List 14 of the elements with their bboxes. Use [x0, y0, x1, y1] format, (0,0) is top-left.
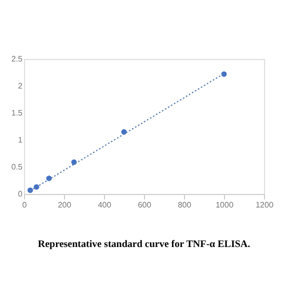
x-tick-label: 600	[138, 200, 152, 210]
y-tick-label: 2	[18, 82, 24, 90]
point	[28, 187, 33, 193]
y-tick-label: 1	[18, 136, 24, 144]
x-tick-label: 800	[178, 200, 192, 210]
x-tick-label: 1200	[256, 200, 274, 210]
y-tick-label: 1.5	[11, 108, 24, 118]
y-tick-label: 0	[18, 190, 24, 198]
y-tick-label: 2.5	[11, 54, 24, 64]
x-tick-label: 200	[58, 200, 72, 210]
y-tick-label: 0.5	[11, 162, 24, 172]
text: Representative standard curve for TNF-α ELISA.	[38, 239, 251, 250]
x-tick-label: 1000	[216, 200, 234, 210]
x-tick-label: 400	[98, 200, 112, 210]
